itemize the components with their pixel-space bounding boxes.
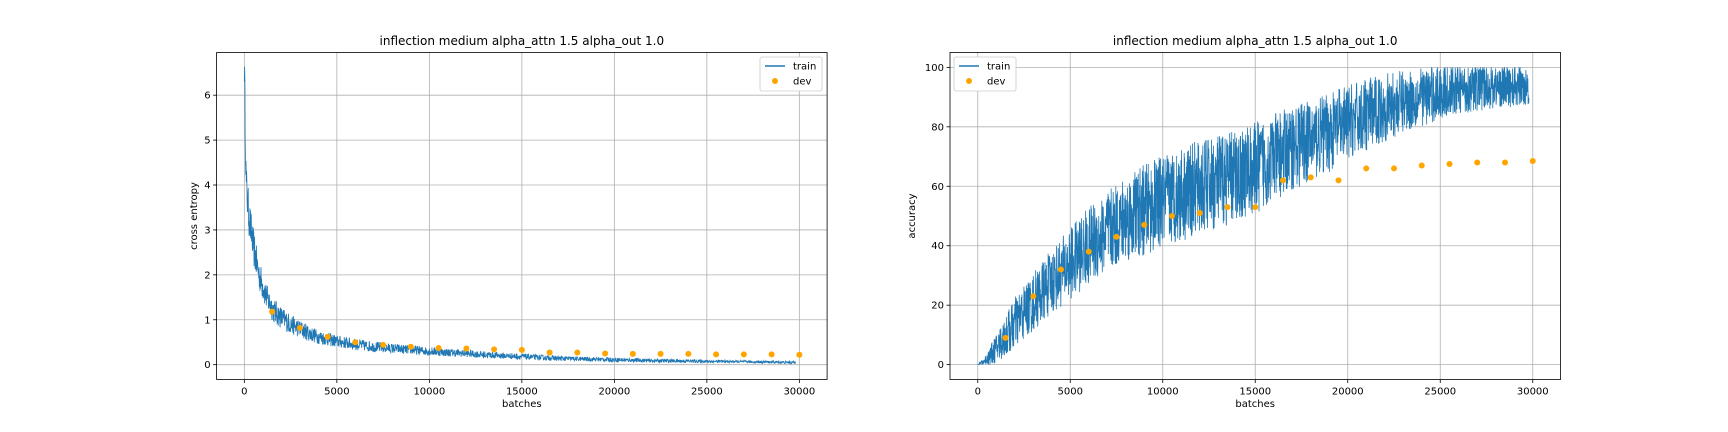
dev-point bbox=[380, 341, 387, 348]
x-tick-label: 30000 bbox=[783, 387, 815, 398]
dev-point bbox=[602, 350, 609, 357]
y-tick-label: 1 bbox=[204, 315, 210, 326]
grid-left bbox=[216, 52, 828, 380]
dev-point bbox=[1418, 162, 1425, 169]
train-line bbox=[243, 66, 796, 365]
chart-left: 0 5000 10000 15000 20000 25000 30000 0 1 2 3 4 5 6 in… bbox=[189, 34, 828, 410]
dev-point bbox=[629, 350, 636, 357]
dev-point bbox=[269, 308, 276, 315]
y-tick-label: 4 bbox=[204, 181, 210, 192]
chart-title-left: inflection medium alpha_attn 1.5 alpha_o… bbox=[380, 34, 665, 48]
chart-right: 0 5000 10000 15000 20000 25000 30000 0 20 40 60 80 1… bbox=[907, 34, 1561, 410]
x-tick-label: 30000 bbox=[1517, 387, 1549, 398]
y-tick-label: 100 bbox=[925, 63, 944, 74]
dev-point bbox=[1474, 159, 1481, 166]
dev-point bbox=[1391, 165, 1397, 172]
y-tick-label: 2 bbox=[204, 270, 210, 281]
dev-point bbox=[657, 350, 664, 357]
legend-left: train dev bbox=[759, 56, 823, 92]
dev-series-left bbox=[269, 308, 803, 358]
y-axis-label-right: accuracy bbox=[907, 193, 918, 238]
x-tick-label: 0 bbox=[241, 387, 247, 398]
dev-point bbox=[768, 351, 775, 358]
dev-point bbox=[1280, 177, 1286, 184]
x-axis-label-right: batches bbox=[1235, 399, 1275, 410]
dev-series-right bbox=[1002, 158, 1536, 341]
chart-title-right: inflection medium alpha_attn 1.5 alpha_o… bbox=[1113, 34, 1398, 48]
dev-point bbox=[1529, 158, 1536, 165]
dev-point bbox=[713, 351, 720, 358]
y-tick-label: 5 bbox=[204, 136, 210, 147]
x-tick-label: 0 bbox=[975, 387, 981, 398]
legend-train-label-left: train bbox=[793, 62, 816, 73]
x-tick-label: 25000 bbox=[691, 387, 723, 398]
dev-point bbox=[1002, 334, 1009, 341]
y-tick-label: 60 bbox=[931, 182, 944, 193]
y-tick-label: 20 bbox=[931, 301, 944, 312]
x-tick-label: 15000 bbox=[1239, 387, 1271, 398]
y-axis-label-left: cross entropy bbox=[189, 182, 200, 250]
dev-point bbox=[796, 351, 803, 358]
x-tick-label: 10000 bbox=[413, 387, 445, 398]
dev-point bbox=[296, 324, 303, 331]
dev-point bbox=[407, 343, 414, 350]
x-tick-label: 15000 bbox=[506, 387, 538, 398]
dev-point bbox=[574, 349, 581, 356]
y-tick-label: 6 bbox=[204, 91, 210, 102]
x-tick-label: 5000 bbox=[1058, 387, 1083, 398]
x-axis-label-left: batches bbox=[502, 399, 542, 410]
x-tick-label: 25000 bbox=[1424, 387, 1456, 398]
dev-point bbox=[352, 339, 359, 346]
ticks-left: 0 5000 10000 15000 20000 25000 30000 0 1 2 3 4 5 6 bbox=[204, 91, 815, 398]
dev-point bbox=[1196, 210, 1203, 217]
y-tick-label: 0 bbox=[938, 360, 944, 371]
x-tick-label: 10000 bbox=[1147, 387, 1179, 398]
x-tick-label: 5000 bbox=[324, 387, 349, 398]
dev-point bbox=[1363, 165, 1370, 172]
legend-dev-swatch-right bbox=[966, 78, 972, 84]
dev-point bbox=[1446, 160, 1453, 167]
dev-point bbox=[1141, 221, 1148, 228]
y-tick-label: 3 bbox=[204, 225, 210, 236]
dev-point bbox=[685, 350, 692, 357]
dev-point bbox=[463, 345, 470, 352]
dev-point bbox=[1113, 233, 1120, 240]
legend-dev-label-right: dev bbox=[987, 77, 1006, 88]
dev-point bbox=[491, 346, 498, 353]
train-line bbox=[977, 67, 1530, 366]
legend-right: train dev bbox=[953, 56, 1017, 92]
y-tick-label: 80 bbox=[931, 122, 944, 133]
dev-point bbox=[324, 333, 331, 340]
dev-point bbox=[546, 349, 553, 356]
dev-point bbox=[1252, 204, 1259, 211]
legend-train-label-right: train bbox=[987, 62, 1010, 73]
dev-point bbox=[435, 345, 442, 352]
dev-point bbox=[518, 346, 525, 353]
dev-point bbox=[1085, 248, 1092, 255]
y-tick-label: 40 bbox=[931, 241, 944, 252]
dev-point bbox=[1169, 213, 1175, 219]
dev-point bbox=[1307, 174, 1314, 181]
train-series-right bbox=[977, 67, 1530, 366]
dev-point bbox=[740, 351, 747, 358]
train-series-left bbox=[243, 66, 796, 365]
legend-dev-label-left: dev bbox=[793, 77, 812, 88]
x-tick-label: 20000 bbox=[598, 387, 630, 398]
dev-point bbox=[1224, 204, 1231, 211]
legend-dev-swatch-left bbox=[772, 78, 778, 84]
ticks-right: 0 5000 10000 15000 20000 25000 30000 0 20 40 60 80 1… bbox=[925, 63, 1549, 398]
dev-point bbox=[1335, 177, 1342, 184]
dev-point bbox=[1030, 293, 1037, 300]
y-tick-label: 0 bbox=[204, 360, 210, 371]
dev-point bbox=[1058, 266, 1064, 273]
dev-point bbox=[1502, 159, 1508, 166]
x-tick-label: 20000 bbox=[1332, 387, 1364, 398]
